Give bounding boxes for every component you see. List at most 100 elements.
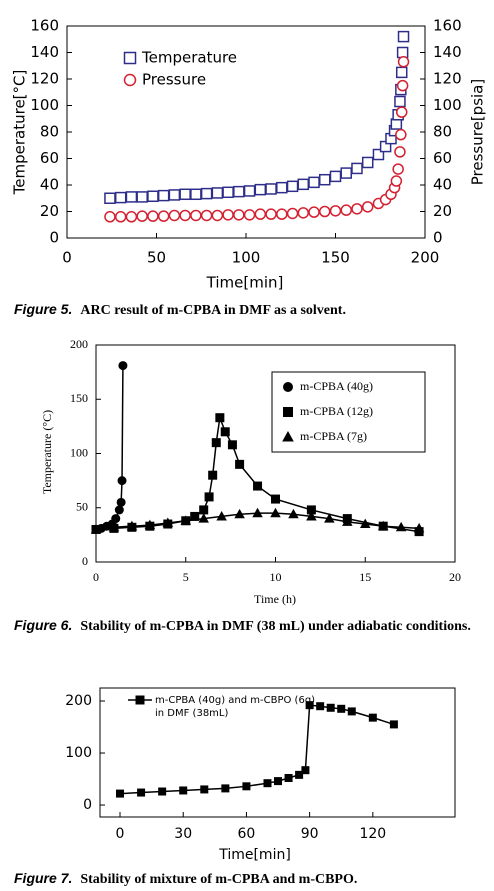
y-tick-label: 0 xyxy=(49,229,59,247)
y-tick-label: 80 xyxy=(40,123,59,141)
marker xyxy=(329,170,342,183)
y2-tick-label: 60 xyxy=(433,149,452,167)
y2-tick-label: 80 xyxy=(433,123,452,141)
marker xyxy=(297,178,310,191)
marker xyxy=(306,511,317,521)
chart: 0 50 100 150 200 0 20 40 60 80 100 120 140 160 0 20 40 60… xyxy=(11,17,487,292)
marker xyxy=(111,514,121,524)
caption-label: Figure 6. xyxy=(14,617,73,633)
marker xyxy=(274,777,283,786)
marker xyxy=(118,361,128,371)
marker xyxy=(347,707,356,716)
marker xyxy=(90,524,102,534)
marker xyxy=(301,766,310,775)
marker xyxy=(215,413,225,423)
x-tick-label: 50 xyxy=(147,249,166,267)
marker xyxy=(233,209,245,221)
y-tick-label: 60 xyxy=(40,149,59,167)
marker xyxy=(252,507,263,518)
x-axis-label: Time[min] xyxy=(218,847,291,863)
marker xyxy=(200,209,213,222)
marker xyxy=(157,210,170,222)
marker xyxy=(204,492,214,502)
marker xyxy=(126,520,138,531)
marker xyxy=(396,46,409,59)
marker xyxy=(114,211,127,223)
marker xyxy=(117,476,127,486)
marker xyxy=(190,209,202,222)
marker xyxy=(270,507,281,518)
marker xyxy=(351,203,363,215)
marker xyxy=(198,513,209,523)
legend-marker xyxy=(135,695,145,705)
x-tick-label: 60 xyxy=(238,826,256,842)
legend-marker xyxy=(283,382,293,392)
marker xyxy=(254,183,267,196)
marker xyxy=(342,516,353,526)
caption-text: Stability of m-CPBA in DMF (38 mL) under… xyxy=(80,619,471,634)
legend-label: Temperature xyxy=(141,49,237,67)
marker xyxy=(199,505,209,515)
marker xyxy=(295,770,304,779)
marker xyxy=(242,782,251,791)
legend-marker xyxy=(123,51,137,65)
marker xyxy=(179,209,191,222)
x-tick-label: 5 xyxy=(183,570,189,584)
y-tick-label: 140 xyxy=(30,43,59,61)
legend-label: m-CPBA (40g) xyxy=(300,379,373,393)
marker xyxy=(390,175,403,187)
marker xyxy=(308,206,320,218)
caption: Figure 7. Stability of mixture of m-CPBA … xyxy=(14,870,484,889)
marker xyxy=(297,207,310,219)
marker xyxy=(372,148,385,161)
y-tick-label: 0 xyxy=(82,554,88,568)
y-tick-label: 150 xyxy=(70,391,88,405)
y2-tick-label: 0 xyxy=(433,229,443,247)
marker xyxy=(396,79,409,92)
y-axis-label: Temperature (°C) xyxy=(40,410,54,494)
marker xyxy=(157,189,170,202)
marker xyxy=(179,786,188,795)
marker xyxy=(368,713,377,722)
legend-label: m-CPBA (12g) xyxy=(300,404,373,418)
y-tick-label: 120 xyxy=(30,70,59,88)
marker xyxy=(254,208,267,220)
plot-frame xyxy=(99,687,456,818)
y-tick-label: 200 xyxy=(65,693,92,709)
marker xyxy=(116,789,125,798)
marker xyxy=(179,188,191,201)
marker xyxy=(284,773,293,782)
marker xyxy=(324,513,335,523)
marker xyxy=(190,188,202,201)
marker xyxy=(395,66,408,79)
x-tick-label: 20 xyxy=(449,570,461,584)
marker xyxy=(319,205,331,218)
legend-box xyxy=(271,371,426,453)
legend-label: Pressure xyxy=(142,71,206,89)
x-tick-label: 200 xyxy=(411,249,440,267)
x-tick-label: 0 xyxy=(62,249,72,267)
marker xyxy=(288,508,299,519)
y2-tick-label: 20 xyxy=(433,202,452,220)
y2-tick-label: 140 xyxy=(433,43,462,61)
y-axis-label: Temperature[°C] xyxy=(11,70,29,196)
marker xyxy=(319,173,331,186)
y-tick-label: 20 xyxy=(40,202,59,220)
marker xyxy=(326,703,335,712)
marker xyxy=(308,176,320,189)
y-tick-label: 0 xyxy=(83,797,92,813)
marker xyxy=(394,95,406,108)
marker xyxy=(286,180,299,193)
marker xyxy=(286,207,299,220)
caption-text: ARC result of m-CPBA in DMF as a solvent… xyxy=(80,303,346,318)
caption-text: Stability of mixture of m-CPBA and m-CBP… xyxy=(80,872,358,887)
marker xyxy=(395,106,408,118)
marker xyxy=(389,720,398,729)
caption-label: Figure 5. xyxy=(14,301,73,317)
y-tick-label: 50 xyxy=(76,500,88,514)
x-tick-label: 0 xyxy=(93,570,99,584)
marker xyxy=(227,440,237,450)
marker xyxy=(413,522,425,533)
